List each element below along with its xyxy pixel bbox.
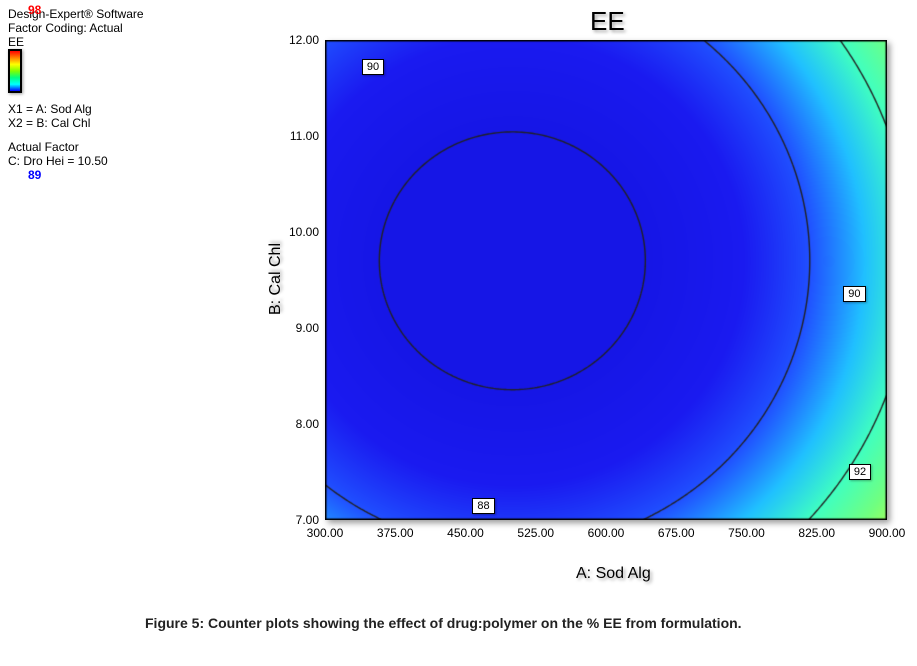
contour-label: 90	[843, 286, 865, 302]
actual-factor-line: C: Dro Hei = 10.50	[8, 155, 144, 169]
y-axis-label: B: Cal Chl	[267, 243, 285, 315]
x-tick-label: 750.00	[728, 526, 765, 540]
x1-line: X1 = A: Sod Alg	[8, 103, 144, 117]
contour-label: 88	[472, 498, 494, 514]
contour-label: 90	[362, 59, 384, 75]
x-tick-label: 900.00	[869, 526, 906, 540]
y-tick-label: 7.00	[281, 513, 319, 527]
contour-plot	[325, 40, 887, 520]
x-tick-label: 300.00	[307, 526, 344, 540]
response-name: EE	[8, 36, 144, 50]
colorbar-max-label: 98	[28, 4, 41, 18]
y-tick-label: 11.00	[281, 129, 319, 143]
y-tick-label: 10.00	[281, 225, 319, 239]
colorbar-min-label: 89	[28, 169, 41, 183]
y-tick-label: 8.00	[281, 417, 319, 431]
x-tick-label: 675.00	[658, 526, 695, 540]
colorbar	[8, 49, 22, 93]
side-info-panel: Design-Expert® Software Factor Coding: A…	[8, 8, 144, 179]
y-tick-label: 9.00	[281, 321, 319, 335]
x-tick-label: 525.00	[517, 526, 554, 540]
factor-coding-line: Factor Coding: Actual	[8, 22, 144, 36]
chart-title: EE	[590, 6, 625, 37]
actual-factor-heading: Actual Factor	[8, 141, 144, 155]
x-axis-label: A: Sod Alg	[576, 565, 651, 583]
x-tick-label: 600.00	[588, 526, 625, 540]
figure-caption: Figure 5: Counter plots showing the effe…	[145, 615, 742, 631]
x-tick-label: 450.00	[447, 526, 484, 540]
x2-line: X2 = B: Cal Chl	[8, 117, 144, 131]
x-tick-label: 375.00	[377, 526, 414, 540]
contour-plot-canvas	[325, 40, 887, 520]
contour-label: 92	[849, 464, 871, 480]
y-tick-label: 12.00	[281, 33, 319, 47]
x-tick-label: 825.00	[798, 526, 835, 540]
